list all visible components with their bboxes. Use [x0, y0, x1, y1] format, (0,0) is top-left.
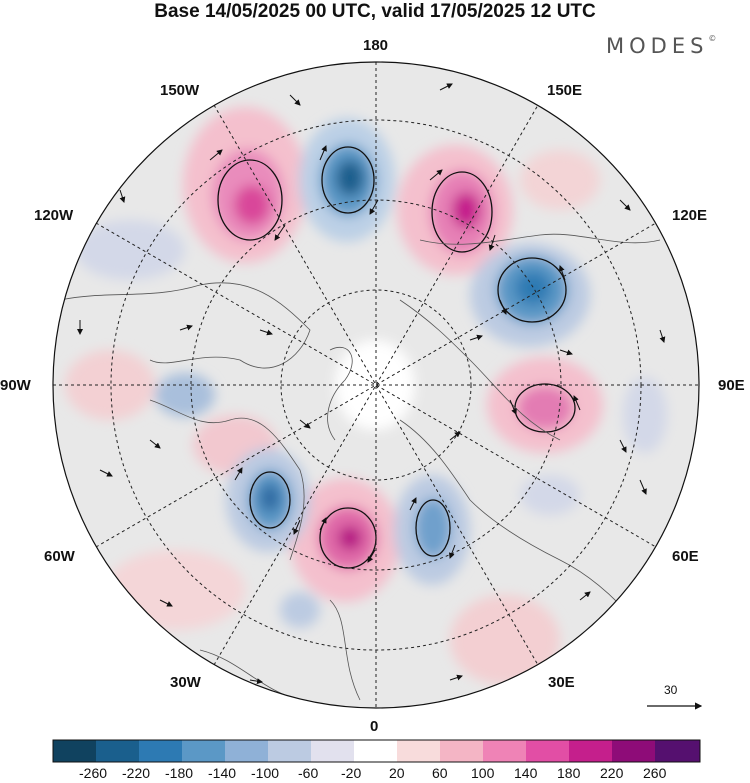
colorbar-label: 20 [389, 765, 405, 781]
colorbar-cell [612, 740, 655, 762]
colorbar-cell [655, 740, 700, 762]
colorbar-cell [53, 740, 96, 762]
colorbar-cell [96, 740, 139, 762]
brand-name: MODES [606, 34, 709, 58]
lon-label-90e: 90E [718, 377, 745, 394]
colorbar-cell [268, 740, 311, 762]
colorbar-label: 180 [557, 765, 581, 781]
colorbar-cell [526, 740, 569, 762]
lon-label-180: 180 [363, 37, 389, 54]
coastlines [59, 233, 661, 701]
colorbar-label: 260 [643, 765, 667, 781]
lon-label-120e: 120E [672, 207, 708, 224]
colorbar-label: -140 [208, 765, 237, 781]
colorbar-cell [354, 740, 397, 762]
map-boundary [52, 61, 700, 709]
lon-label-90w: 90W [0, 377, 31, 394]
lon-label-150w: 150W [160, 82, 200, 99]
wind-vectors [77, 83, 666, 685]
colorbar-label: 140 [514, 765, 538, 781]
anomaly-field [53, 62, 699, 708]
lon-label-0: 0 [370, 718, 379, 735]
anomaly-blobs [65, 107, 667, 685]
colorbar-label: -180 [165, 765, 194, 781]
colorbar-label: -60 [298, 765, 319, 781]
graticule [53, 62, 699, 708]
colorbar-label: -260 [79, 765, 108, 781]
lon-label-30e: 30E [548, 674, 575, 691]
colorbar-cell [139, 740, 182, 762]
colorbar-cell [440, 740, 483, 762]
colorbar-label: -20 [341, 765, 362, 781]
lon-label-150e: 150E [547, 82, 583, 99]
colorbar-cell [483, 740, 526, 762]
lon-label-60w: 60W [44, 548, 75, 565]
colorbar-label: -100 [251, 765, 280, 781]
lon-label-120w: 120W [34, 207, 74, 224]
colorbar-cell [397, 740, 440, 762]
colorbar-cell [569, 740, 612, 762]
colorbar-label: 100 [471, 765, 495, 781]
lon-label-30w: 30W [170, 674, 201, 691]
colorbar-cell [311, 740, 354, 762]
colorbar-label: 60 [432, 765, 448, 781]
colorbar-cell [182, 740, 225, 762]
lon-label-60e: 60E [672, 548, 699, 565]
colorbar-cell [225, 740, 268, 762]
colorbar-label: -220 [122, 765, 151, 781]
colorbar-label: 220 [600, 765, 624, 781]
vector-scale-label: 30 [664, 683, 678, 697]
brand-mark: © [708, 34, 717, 43]
map-title: Base 14/05/2025 00 UTC, valid 17/05/2025… [154, 1, 596, 22]
colorbar-frame [52, 739, 701, 763]
colorbar [52, 739, 701, 763]
modes-logo: MODES© [606, 34, 716, 58]
